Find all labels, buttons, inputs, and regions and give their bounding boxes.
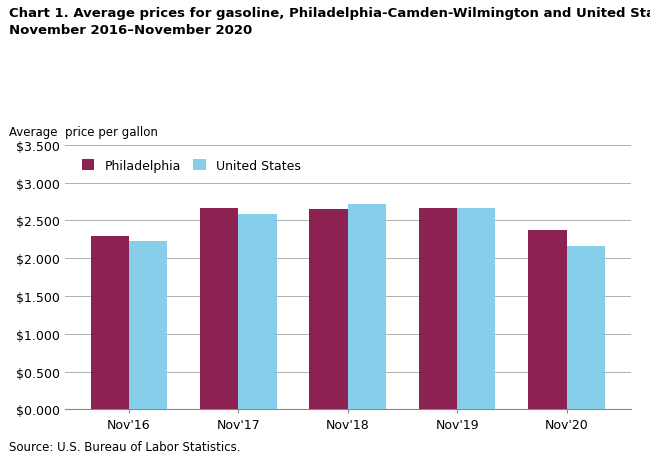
Bar <box>528 230 567 410</box>
Text: Chart 1. Average prices for gasoline, Philadelphia-Camden-Wilmington and United : Chart 1. Average prices for gasoline, Ph… <box>9 7 650 37</box>
Bar <box>419 209 457 410</box>
Bar <box>567 247 604 410</box>
Bar <box>239 214 277 410</box>
Bar <box>309 210 348 410</box>
Legend: Philadelphia, United States: Philadelphia, United States <box>77 155 306 177</box>
Bar <box>348 204 386 410</box>
Bar <box>129 242 167 410</box>
Text: Source: U.S. Bureau of Labor Statistics.: Source: U.S. Bureau of Labor Statistics. <box>9 440 240 453</box>
Bar <box>457 209 495 410</box>
Text: Average  price per gallon: Average price per gallon <box>9 126 158 139</box>
Bar <box>200 209 239 410</box>
Bar <box>91 236 129 410</box>
